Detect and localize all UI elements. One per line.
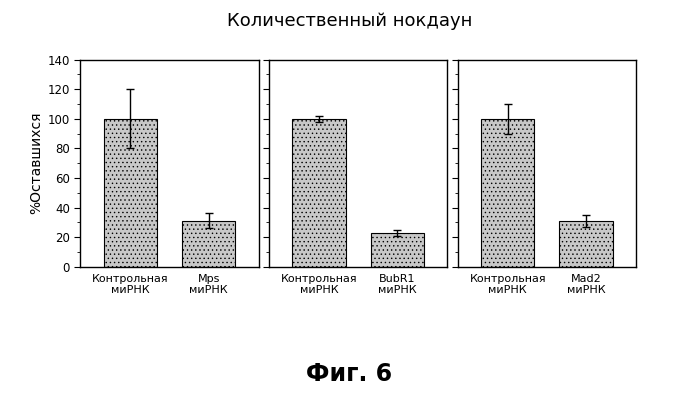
Y-axis label: %Оставшихся: %Оставшихся (29, 112, 43, 215)
Bar (559, 221, 613, 267)
Text: Количественный нокдаун: Количественный нокдаун (226, 12, 473, 30)
Bar (370, 233, 424, 267)
Text: Фиг. 6: Фиг. 6 (306, 362, 393, 386)
Bar (481, 119, 535, 267)
Bar (103, 119, 157, 267)
Bar (292, 119, 346, 267)
Bar (182, 221, 236, 267)
